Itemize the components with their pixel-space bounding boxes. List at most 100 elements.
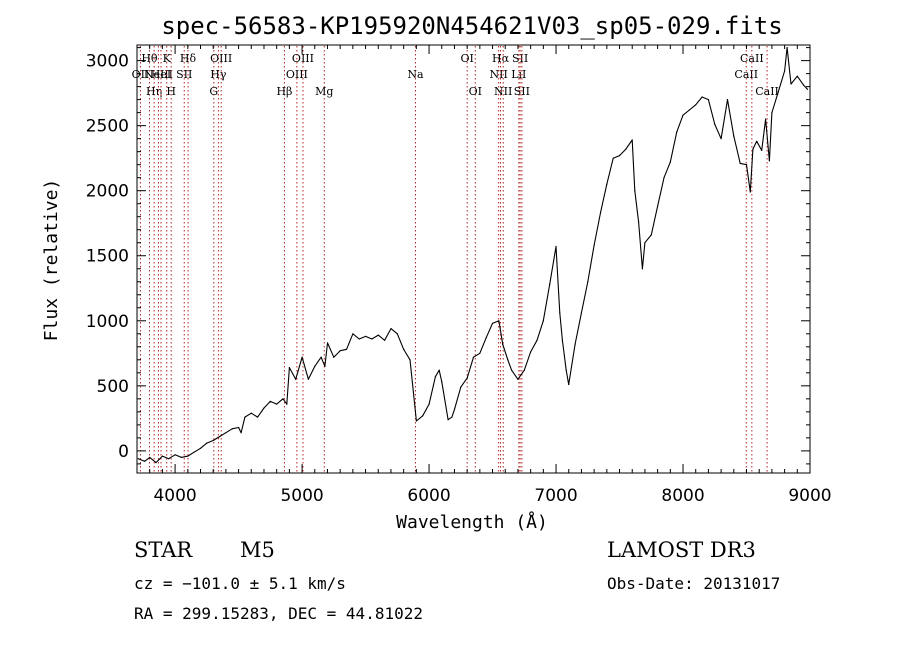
spectrum-point	[745, 164, 748, 166]
emission-line-markers: OIIHθHηNeIIIHeIKHSIIHδGHγOIIIHβOIIIOIIIM…	[132, 46, 779, 472]
spectrum-point	[333, 356, 335, 358]
line-label: OII	[132, 68, 150, 81]
spectrum-point	[301, 356, 303, 358]
spectrum-point	[749, 191, 751, 193]
spectrum-point	[599, 212, 602, 214]
spectrum-point	[466, 377, 468, 379]
spectrum-point	[612, 157, 614, 159]
spectrum-point	[491, 322, 494, 324]
spectrum-point	[149, 456, 151, 458]
spectrum-point	[669, 161, 671, 163]
coordinates: RA = 299.15283, DEC = 44.81022	[134, 604, 423, 623]
line-label: LiI	[511, 68, 526, 81]
spectrum-point	[682, 114, 684, 116]
spectrum-point	[644, 242, 646, 244]
spectrum-point	[345, 348, 348, 350]
spectrum-point	[761, 149, 763, 151]
spectrum-point	[641, 268, 644, 270]
line-label: Hγ	[210, 68, 227, 81]
spectrum-point	[650, 234, 652, 236]
spectrum-point	[269, 400, 271, 402]
line-label: SII	[514, 85, 530, 98]
spectrum-point	[720, 138, 722, 140]
spectrum-point	[199, 447, 202, 449]
spectrum-point	[523, 369, 525, 371]
spectrum-point	[390, 328, 392, 330]
spectrum-point	[263, 407, 265, 409]
line-label: OI	[460, 52, 473, 65]
spectrum-point	[606, 183, 608, 185]
spectrum-point	[542, 320, 544, 322]
spectrum-point	[502, 343, 504, 345]
line-label: Hβ	[276, 85, 292, 98]
spectrum-point	[796, 75, 798, 77]
spectrum-point	[339, 350, 341, 352]
spectrum-point	[180, 456, 182, 458]
spectrum-point	[657, 205, 659, 207]
spectrum-point	[806, 88, 809, 90]
spectrum-point	[638, 221, 640, 223]
spectrum-point	[438, 369, 440, 371]
spectrum-point	[352, 333, 354, 335]
line-label: OIII	[292, 52, 314, 65]
spectrum-point	[634, 190, 636, 192]
line-label: NII	[494, 85, 512, 98]
spectrum-point	[663, 177, 665, 179]
spectrum-point	[244, 416, 246, 418]
object-subclass: M5	[240, 538, 275, 562]
spectrum-point	[768, 160, 771, 162]
spectrum-point	[441, 381, 443, 383]
line-label: OIII	[286, 68, 308, 81]
obs-date: Obs-Date: 20131017	[607, 574, 781, 593]
spectrum-point	[536, 339, 538, 341]
spectrum-point	[324, 365, 326, 367]
line-label: Na	[407, 68, 424, 81]
spectrum-point	[409, 359, 411, 361]
line-label: Hη	[146, 85, 162, 98]
spectrum-point	[485, 337, 487, 339]
spectrum-point	[549, 283, 551, 285]
x-tick-label: 9000	[788, 486, 831, 506]
spectrum-point	[434, 376, 436, 378]
axis-ticks: 4000 5000 6000 7000 8000 9000 0 500 1000 1500 2000…	[86, 45, 832, 506]
spectrum-point	[733, 135, 735, 137]
spectrum-point	[168, 458, 170, 460]
y-axis-label: Flux (relative)	[41, 179, 62, 342]
line-label: Hα	[492, 52, 510, 65]
y-tick-label: 2000	[86, 182, 129, 202]
spectrum-point	[479, 352, 481, 354]
spectrum-point	[739, 162, 741, 164]
x-tick-label: 8000	[661, 486, 704, 506]
spectrum-point	[631, 139, 633, 141]
spectrum-point	[320, 356, 322, 358]
line-label: K	[163, 52, 172, 65]
spectrum-point	[144, 460, 146, 462]
spectrum-point	[288, 367, 290, 369]
spectrum-point	[559, 312, 561, 314]
line-label: OI	[469, 85, 482, 98]
line-label: CaII	[740, 52, 764, 65]
object-class: STAR	[134, 538, 193, 562]
spectrum-point	[777, 91, 779, 93]
spectrum-point	[282, 398, 284, 400]
spectrum-point	[625, 148, 627, 150]
chart-title: spec-56583-KP195920N454621V03_sp05-029.f…	[161, 12, 782, 40]
line-label: NII	[489, 68, 507, 81]
x-axis-label: Wavelength (Å)	[396, 511, 548, 533]
spectrum-line	[138, 47, 808, 464]
spectrum-point	[580, 312, 583, 314]
spectrum-point	[384, 339, 386, 341]
spectrum-point	[517, 378, 519, 380]
spectrum-point	[250, 412, 252, 414]
spectrum-point	[447, 419, 449, 421]
spectrum-point	[365, 335, 367, 337]
spectrum-point	[314, 365, 316, 367]
spectrum-point	[286, 403, 288, 405]
plot-frame	[136, 44, 811, 474]
line-label: Hδ	[180, 52, 197, 65]
x-tick-label: 6000	[407, 486, 450, 506]
spectrum-point	[568, 383, 570, 386]
spectrum-point	[726, 99, 729, 101]
spectrum-point	[218, 436, 221, 438]
line-label: SII	[176, 68, 192, 81]
